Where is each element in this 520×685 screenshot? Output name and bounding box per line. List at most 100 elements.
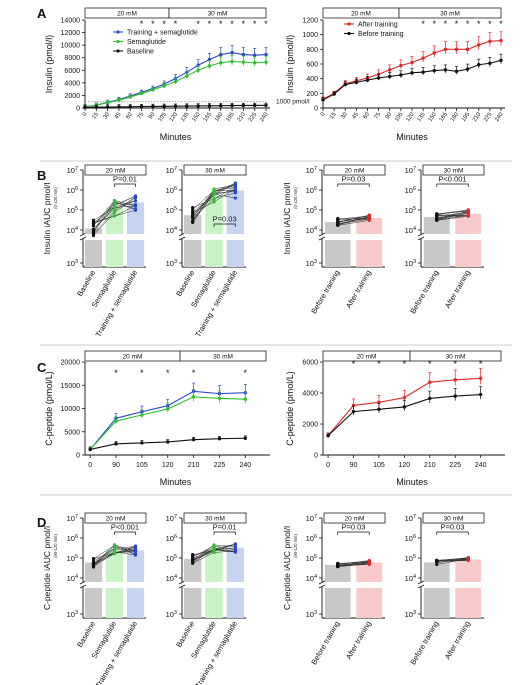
subject-point (91, 221, 96, 225)
x-tick-label: 240 (239, 462, 251, 469)
y-tick-label: 2000 (64, 93, 80, 100)
period-box (183, 512, 247, 524)
y-tick-label: 1000 (302, 32, 318, 39)
significance-star: * (432, 19, 436, 29)
significance-star: * (477, 19, 481, 29)
legend-marker (347, 31, 351, 36)
pvalue-label: P=0.03 (342, 175, 366, 184)
x-tick-label: 225 (214, 462, 226, 469)
x-tick-label: 180 (450, 112, 460, 123)
data-point (94, 105, 99, 109)
period-label: 30 mM (444, 168, 464, 175)
data-point (252, 53, 257, 57)
significance-star: * (253, 19, 257, 29)
period-label-second: 30 mM (208, 11, 228, 18)
subject-point (91, 224, 96, 228)
subject-point (212, 549, 216, 553)
significance-star: * (403, 359, 407, 369)
subject-point (212, 193, 216, 197)
period-box (422, 512, 485, 524)
x-tick-label: 225 (449, 462, 461, 469)
data-point (488, 39, 492, 43)
data-point (114, 419, 118, 423)
x-tick-label: 60 (363, 112, 372, 121)
subject-point (233, 186, 237, 190)
data-point (399, 63, 403, 68)
axis-break (417, 580, 425, 589)
axis-break (318, 232, 326, 241)
data-point (162, 104, 166, 109)
data-point (388, 68, 392, 72)
subject-line (337, 218, 370, 221)
pvalue-label: P<0.001 (111, 523, 139, 532)
bar-0 (183, 215, 202, 234)
data-point (230, 59, 234, 64)
period-box (323, 512, 386, 524)
subject-line (337, 216, 370, 225)
y-tick-label: 106 (166, 186, 177, 195)
legend-marker (347, 22, 351, 26)
period-label: 20 mM (106, 168, 126, 175)
subject-line (337, 563, 370, 567)
period-label: 20 mM (106, 516, 126, 523)
subject-point (133, 199, 138, 203)
data-point (230, 50, 234, 55)
pvalue-label: P<0.001 (438, 175, 466, 184)
axis-break (318, 580, 326, 589)
significance-star: * (444, 19, 448, 29)
subject-point (435, 562, 439, 567)
data-point (410, 71, 414, 75)
significance-star: * (140, 368, 144, 378)
pvalue-bracket (213, 531, 236, 535)
y-tick-label: 10000 (61, 43, 81, 50)
data-point (140, 413, 144, 417)
x-category-label: After training (443, 269, 472, 310)
data-point (465, 67, 470, 71)
subject-point (133, 544, 138, 548)
pvalue-bracket (114, 183, 136, 187)
x-tick-label: 60 (125, 112, 134, 121)
x-tick-label: 0 (88, 462, 92, 469)
bar-lower-2 (126, 588, 145, 618)
pvalue-bracket (114, 531, 136, 535)
y-tick-label: 104 (166, 574, 177, 583)
bar-2 (126, 550, 145, 582)
data-point (264, 103, 268, 108)
subject-line (337, 220, 370, 226)
subject-point (91, 231, 96, 235)
y-tick-label: 1200 (302, 18, 318, 25)
y-tick-label: 5000 (64, 429, 80, 436)
bar-1 (356, 217, 383, 234)
x-tick-label: 15 (329, 112, 338, 121)
y-tick-label: 104 (405, 574, 416, 583)
data-point (377, 407, 381, 411)
data-point (185, 74, 189, 78)
bar-0 (324, 564, 351, 582)
period-label-first: 20 mM (123, 354, 143, 361)
y-tick-label: 4000 (64, 80, 80, 87)
x-tick-label: 165 (439, 112, 449, 123)
significance-star: * (219, 19, 223, 29)
subject-point (112, 547, 117, 551)
x-tick-label: 150 (427, 112, 437, 123)
y-tick-label: 105 (67, 554, 78, 563)
x-tick-label: 180 (214, 112, 224, 123)
bar-lower-0 (423, 588, 450, 618)
subject-point (336, 217, 340, 221)
x-axis-label: Minutes (160, 132, 192, 142)
x-tick-label: 45 (114, 112, 123, 121)
panel-label-d: D (37, 515, 46, 530)
bar-2 (126, 202, 145, 234)
data-point (388, 74, 392, 79)
y-tick-label: 106 (67, 534, 78, 543)
y-tick-label: 12000 (61, 30, 81, 37)
period-box-second (398, 7, 502, 19)
significance-star: * (114, 368, 118, 378)
subject-point (91, 557, 96, 561)
data-point (140, 441, 144, 445)
y-tick-label: 0 (314, 106, 318, 113)
y-axis-label: Insulin iAUC pmol/l (42, 182, 52, 254)
y-tick-label: 107 (166, 514, 177, 523)
data-point (402, 405, 407, 409)
